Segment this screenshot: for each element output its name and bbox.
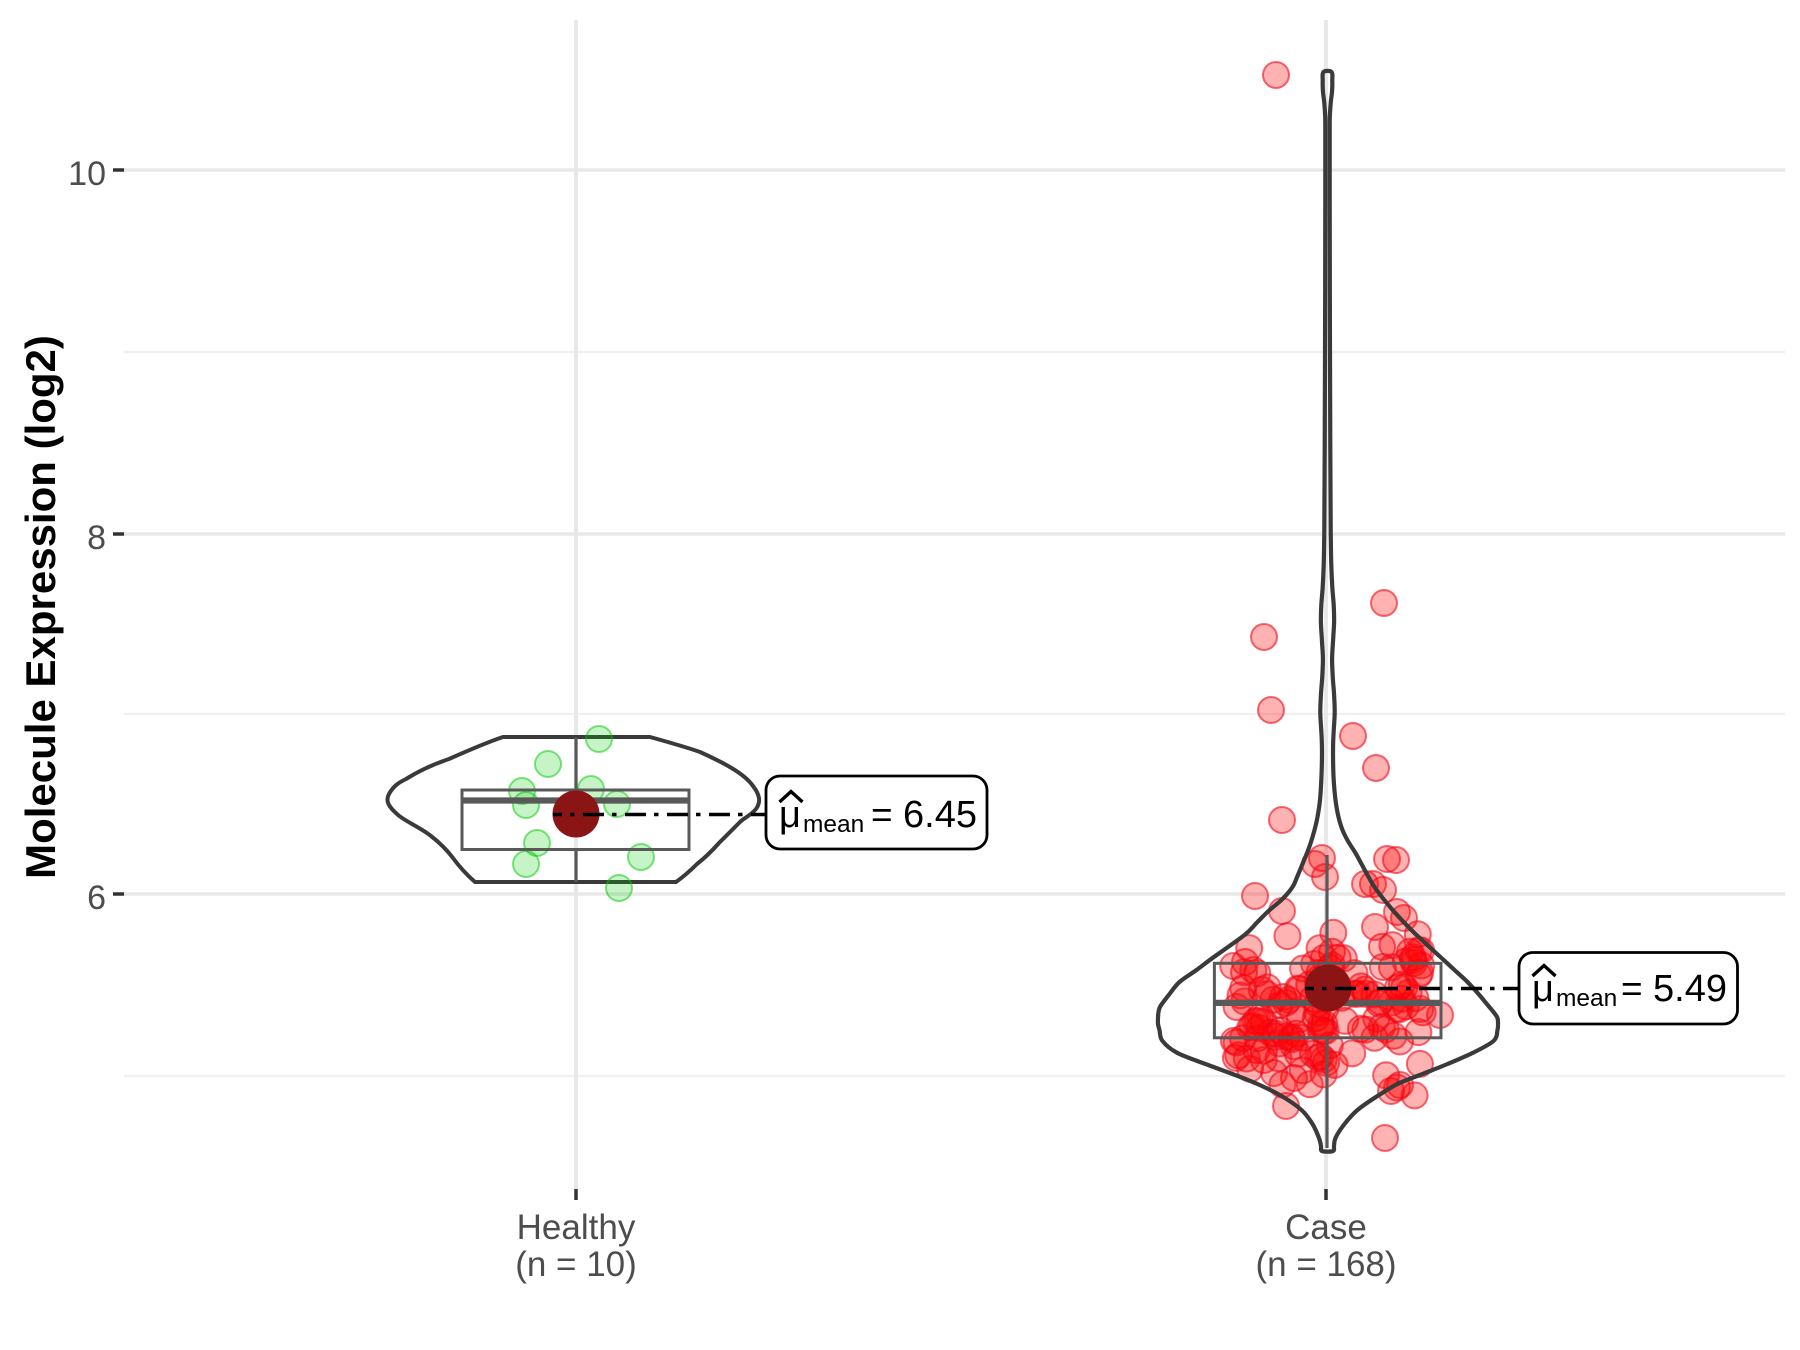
svg-text:mean: mean xyxy=(1556,985,1617,1012)
svg-text:5.49: 5.49 xyxy=(1653,968,1727,1010)
svg-text:10: 10 xyxy=(68,155,106,193)
svg-text:(n = 10): (n = 10) xyxy=(515,1245,637,1284)
svg-text:6: 6 xyxy=(87,879,106,917)
svg-text:=: = xyxy=(871,794,893,835)
svg-text:μ: μ xyxy=(1532,968,1554,1010)
svg-text:Molecule Expression (log2): Molecule Expression (log2) xyxy=(17,335,64,879)
svg-text:μ: μ xyxy=(779,794,801,836)
svg-text:8: 8 xyxy=(87,519,106,557)
svg-text:(n = 168): (n = 168) xyxy=(1255,1245,1396,1284)
svg-text:Case: Case xyxy=(1285,1208,1367,1247)
svg-text:=: = xyxy=(1621,968,1643,1009)
svg-text:6.45: 6.45 xyxy=(903,794,977,836)
svg-text:mean: mean xyxy=(803,811,864,838)
svg-text:Healthy: Healthy xyxy=(517,1208,636,1247)
